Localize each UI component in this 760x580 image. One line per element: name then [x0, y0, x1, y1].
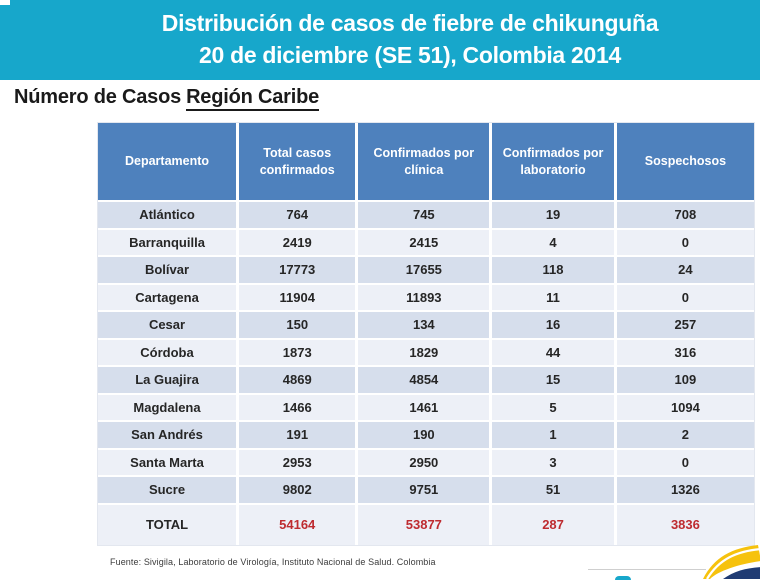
cell-sospechosos: 1094 — [616, 394, 754, 422]
cell-sospechosos: 0 — [616, 229, 754, 257]
cell-sospechosos: 109 — [616, 367, 754, 395]
cell-confirmados-laboratorio: 118 — [492, 257, 617, 285]
cell-confirmados-laboratorio: 44 — [492, 339, 617, 367]
total-label: TOTAL — [98, 504, 240, 545]
source-note: Fuente: Sivigila, Laboratorio de Virolog… — [110, 557, 436, 567]
cell-confirmados-laboratorio: 11 — [492, 284, 617, 312]
cell-departamento: Barranquilla — [98, 229, 240, 257]
slide-title-line2: 20 de diciembre (SE 51), Colombia 2014 — [199, 42, 621, 68]
table-row: Sucre 9802 9751 51 1326 — [98, 477, 754, 505]
table-header-row: Departamento Total casos confirmados Con… — [98, 123, 754, 202]
cell-total-confirmados: 2419 — [239, 229, 359, 257]
table-row: Cartagena 11904 11893 11 0 — [98, 284, 754, 312]
logo-fragment — [615, 576, 631, 580]
total-confirmados-value: 54164 — [239, 504, 359, 545]
cell-confirmados-laboratorio: 3 — [492, 449, 617, 477]
cell-confirmados-clinica: 4854 — [358, 367, 493, 395]
table-row: Magdalena 1466 1461 5 1094 — [98, 394, 754, 422]
cell-confirmados-laboratorio: 19 — [492, 202, 617, 230]
table-body: Atlántico 764 745 19 708 Barranquilla 24… — [98, 202, 754, 505]
table-row: Bolívar 17773 17655 118 24 — [98, 257, 754, 285]
cell-confirmados-clinica: 2950 — [358, 449, 493, 477]
institution-logo-icon — [703, 545, 760, 579]
cell-confirmados-clinica: 2415 — [358, 229, 493, 257]
cell-sospechosos: 0 — [616, 449, 754, 477]
cell-confirmados-clinica: 1829 — [358, 339, 493, 367]
footer-divider-line — [588, 569, 706, 570]
cell-confirmados-laboratorio: 5 — [492, 394, 617, 422]
table-row: Cesar 150 134 16 257 — [98, 312, 754, 340]
column-header-confirmados-clinica: Confirmados por clínica — [358, 123, 493, 202]
table-row: La Guajira 4869 4854 15 109 — [98, 367, 754, 395]
cell-confirmados-clinica: 134 — [358, 312, 493, 340]
cell-departamento: Atlántico — [98, 202, 240, 230]
table-row: Santa Marta 2953 2950 3 0 — [98, 449, 754, 477]
cases-table: Departamento Total casos confirmados Con… — [97, 122, 755, 546]
cell-confirmados-clinica: 1461 — [358, 394, 493, 422]
cell-sospechosos: 708 — [616, 202, 754, 230]
cell-total-confirmados: 2953 — [239, 449, 359, 477]
total-clinica-value: 53877 — [358, 504, 493, 545]
cell-total-confirmados: 9802 — [239, 477, 359, 505]
slide-title-bar: Distribución de casos de fiebre de chiku… — [0, 0, 760, 80]
cell-sospechosos: 0 — [616, 284, 754, 312]
cell-confirmados-clinica: 17655 — [358, 257, 493, 285]
cell-total-confirmados: 150 — [239, 312, 359, 340]
cell-departamento: La Guajira — [98, 367, 240, 395]
cell-departamento: Magdalena — [98, 394, 240, 422]
corner-notch — [0, 0, 10, 5]
total-laboratorio-value: 287 — [492, 504, 617, 545]
cell-confirmados-clinica: 11893 — [358, 284, 493, 312]
cell-total-confirmados: 764 — [239, 202, 359, 230]
column-header-total-confirmados: Total casos confirmados — [239, 123, 359, 202]
cell-sospechosos: 1326 — [616, 477, 754, 505]
table-total-row: TOTAL 54164 53877 287 3836 — [98, 504, 754, 545]
cell-total-confirmados: 1873 — [239, 339, 359, 367]
cell-confirmados-clinica: 745 — [358, 202, 493, 230]
total-sospechosos-value: 3836 — [616, 504, 754, 545]
column-header-sospechosos: Sospechosos — [616, 123, 754, 202]
cell-sospechosos: 257 — [616, 312, 754, 340]
cell-departamento: Bolívar — [98, 257, 240, 285]
cell-departamento: Cartagena — [98, 284, 240, 312]
cell-confirmados-laboratorio: 51 — [492, 477, 617, 505]
table-row: Córdoba 1873 1829 44 316 — [98, 339, 754, 367]
cell-departamento: Santa Marta — [98, 449, 240, 477]
cell-total-confirmados: 17773 — [239, 257, 359, 285]
table-row: Barranquilla 2419 2415 4 0 — [98, 229, 754, 257]
column-header-confirmados-laboratorio: Confirmados por laboratorio — [492, 123, 617, 202]
cell-total-confirmados: 4869 — [239, 367, 359, 395]
cell-confirmados-clinica: 9751 — [358, 477, 493, 505]
heading-region: Región Caribe — [186, 86, 319, 111]
cell-total-confirmados: 191 — [239, 422, 359, 450]
cell-total-confirmados: 11904 — [239, 284, 359, 312]
heading-prefix: Número de Casos — [14, 86, 182, 108]
cell-total-confirmados: 1466 — [239, 394, 359, 422]
cell-sospechosos: 316 — [616, 339, 754, 367]
cell-confirmados-laboratorio: 16 — [492, 312, 617, 340]
cell-departamento: Córdoba — [98, 339, 240, 367]
cell-confirmados-laboratorio: 15 — [492, 367, 617, 395]
cell-departamento: San Andrés — [98, 422, 240, 450]
slide-title-line1: Distribución de casos de fiebre de chiku… — [161, 10, 659, 36]
cell-departamento: Cesar — [98, 312, 240, 340]
cell-confirmados-laboratorio: 4 — [492, 229, 617, 257]
cell-departamento: Sucre — [98, 477, 240, 505]
cell-sospechosos: 2 — [616, 422, 754, 450]
cell-sospechosos: 24 — [616, 257, 754, 285]
column-header-departamento: Departamento — [98, 123, 240, 202]
section-heading: Número de Casos Región Caribe — [14, 86, 319, 111]
table-row: Atlántico 764 745 19 708 — [98, 202, 754, 230]
table-row: San Andrés 191 190 1 2 — [98, 422, 754, 450]
cell-confirmados-clinica: 190 — [358, 422, 493, 450]
cell-confirmados-laboratorio: 1 — [492, 422, 617, 450]
